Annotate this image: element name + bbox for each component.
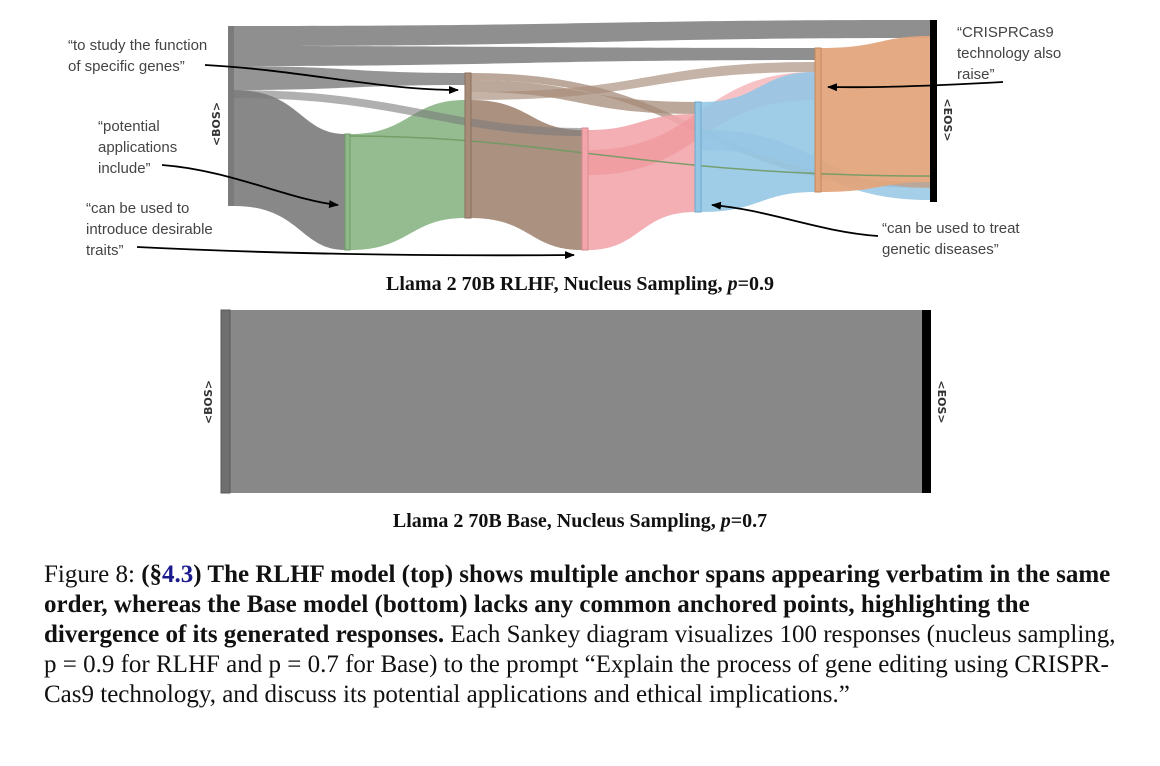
- flow-function-to-treat-band: [471, 80, 695, 114]
- flow-bos-to-eos-top: [234, 20, 930, 46]
- arrow-function: [204, 64, 459, 94]
- base-flow-band: [221, 310, 922, 493]
- svg-text:traits”: traits”: [86, 242, 124, 259]
- annotation-crispr: “CRISPRCas9 technology also raise”: [827, 24, 1061, 92]
- annotation-treat: “can be used to treat genetic diseases”: [711, 201, 1020, 258]
- flow-bos-to-crispr: [234, 46, 815, 66]
- node-treat: [694, 101, 702, 213]
- annotation-traits: “can be used to introduce desirable trai…: [86, 200, 575, 260]
- svg-text:applications: applications: [98, 139, 177, 156]
- flow-thin-green-line: [349, 135, 931, 177]
- arrow-treat: [711, 201, 879, 237]
- annotation-potential: “potential applications include”: [98, 118, 339, 209]
- base-eos-label: <EOS>: [935, 380, 948, 423]
- svg-text:“CRISPRCas9: “CRISPRCas9: [957, 24, 1054, 41]
- flow-bos-to-potential: [234, 90, 345, 250]
- svg-text:raise”: raise”: [957, 66, 995, 83]
- flow-crispr-to-eos: [821, 36, 930, 192]
- svg-text:“can be used to: “can be used to: [86, 200, 189, 217]
- svg-text:introduce desirable: introduce desirable: [86, 221, 213, 238]
- flow-function-to-traits: [471, 100, 582, 250]
- node-traits: [581, 127, 589, 251]
- annotation-function: “to study the function of specific genes…: [68, 37, 459, 94]
- caption-bold-text: The RLHF model (top) shows multiple anch…: [44, 561, 1111, 648]
- node-crispr: [814, 47, 822, 193]
- base-node-eos: [922, 310, 931, 493]
- caption-body-text: Each Sankey diagram visualizes 100 respo…: [44, 621, 1116, 708]
- svg-text:“can be used to treat: “can be used to treat: [882, 220, 1020, 237]
- caption-figure-label: Figure 8:: [44, 561, 135, 588]
- node-eos: [930, 20, 937, 202]
- flow-bos-to-traits-thin: [234, 90, 582, 136]
- flow-potential-to-function: [350, 100, 465, 250]
- top-figure-title: Llama 2 70B RLHF, Nucleus Sampling, p=0.…: [386, 273, 774, 295]
- svg-text:“potential: “potential: [98, 118, 160, 135]
- svg-text:of specific genes”: of specific genes”: [68, 58, 185, 75]
- svg-text:genetic diseases”: genetic diseases”: [882, 241, 999, 258]
- node-potential: [344, 133, 351, 251]
- base-node-bos: [220, 309, 231, 494]
- node-function: [464, 72, 472, 219]
- svg-text:“to study the function: “to study the function: [68, 37, 207, 54]
- figure-caption: Figure 8: (§4.3) The RLHF model (top) sh…: [44, 560, 1124, 710]
- arrow-potential: [161, 164, 339, 209]
- svg-text:include”: include”: [98, 160, 151, 177]
- eos-label: <EOS>: [941, 98, 954, 141]
- bos-label: <BOS>: [210, 102, 223, 146]
- rlhf-sankey-diagram: <BOS> <EOS> “to study the function of sp…: [68, 20, 1061, 295]
- flow-function-to-crispr-band: [471, 62, 815, 100]
- arrow-crispr: [827, 81, 1004, 92]
- bottom-figure-title: Llama 2 70B Base, Nucleus Sampling, p=0.…: [393, 510, 767, 532]
- base-bos-label: <BOS>: [202, 380, 215, 424]
- flow-bos-to-function: [234, 66, 465, 90]
- caption-section-ref: (§4.3): [141, 561, 202, 588]
- arrow-traits: [136, 246, 575, 260]
- svg-text:technology also: technology also: [957, 45, 1061, 62]
- base-sankey-diagram: <BOS> <EOS> Llama 2 70B Base, Nucleus Sa…: [202, 309, 948, 532]
- node-bos: [228, 26, 234, 206]
